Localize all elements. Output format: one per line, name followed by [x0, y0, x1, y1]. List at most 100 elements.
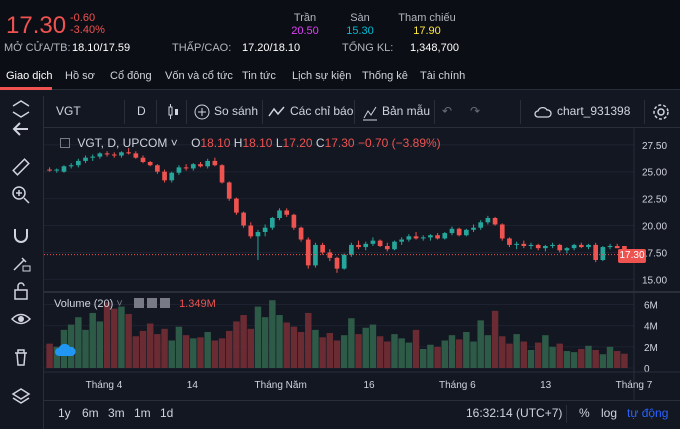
ceiling-value: 20.50 — [291, 25, 319, 37]
close-icon[interactable] — [160, 298, 170, 308]
range-6m[interactable]: 6m — [82, 406, 99, 420]
candle-body — [111, 154, 117, 156]
tab-profile[interactable]: Hồ sơ — [65, 70, 95, 82]
volume-bar — [67, 324, 75, 368]
tab-statistics[interactable]: Thống kê — [362, 70, 408, 82]
chart-name-button[interactable]: chart_931398 — [557, 104, 631, 118]
undo-icon[interactable]: ↶ — [442, 104, 453, 118]
interval-button[interactable]: D — [137, 104, 146, 118]
volume-bar — [448, 335, 456, 368]
settings-icon[interactable] — [146, 298, 157, 308]
settings-gear-icon[interactable] — [652, 103, 670, 121]
back-arrow-icon[interactable] — [10, 118, 32, 140]
percent-toggle[interactable]: % — [579, 406, 590, 420]
candle-body — [176, 167, 182, 173]
candle-body — [471, 227, 476, 230]
lock-drawings-icon[interactable] — [10, 252, 32, 274]
candle-body — [607, 246, 613, 248]
time-tick-label: Tháng 6 — [439, 380, 476, 391]
eye-toggle-icon[interactable] — [133, 298, 144, 308]
range-1d[interactable]: 1d — [160, 406, 174, 420]
candle-body — [492, 218, 498, 225]
candle-body — [255, 232, 261, 237]
log-toggle[interactable]: log — [601, 406, 618, 420]
volume-bar — [154, 334, 161, 368]
candle-body — [535, 244, 541, 249]
cloud-icon[interactable] — [534, 105, 552, 119]
price-chart[interactable]: 27.50 25.00 22.50 20.00 17.50 15.00 6M 4M 2M 0 Thá… — [44, 128, 680, 429]
volume-bar — [470, 341, 477, 368]
indicators-button[interactable]: Các chỉ báo — [290, 104, 354, 118]
range-1m[interactable]: 1m — [134, 406, 151, 420]
layers-icon[interactable] — [10, 386, 32, 408]
candle-body — [313, 244, 318, 266]
volume-bar — [319, 337, 326, 368]
tab-financial[interactable]: Tài chính — [420, 70, 466, 82]
tab-news[interactable]: Tin tức — [242, 70, 276, 82]
chart-toolbar: VGT D So sánh Các chỉ báo Bản mẫu ↶ ↷ ch… — [44, 96, 680, 128]
volume-bar — [419, 348, 427, 368]
volume-bar — [376, 336, 384, 368]
volume-bar — [46, 343, 53, 368]
auto-scale-toggle[interactable]: tự động — [627, 406, 669, 420]
volume-bar — [305, 312, 312, 368]
volume-bar — [118, 306, 125, 368]
volume-bar — [82, 329, 89, 368]
collapse-legend-icon[interactable] — [60, 138, 70, 148]
volume-bar — [218, 338, 226, 368]
quote-header: 17.30 -0.60 -3.40% MỞ CỬA/TB: 18.10/17.5… — [0, 0, 680, 62]
candle-body — [162, 171, 167, 181]
magnet-icon[interactable] — [10, 224, 32, 246]
volume-legend-value: 1.349M — [179, 298, 216, 310]
volume-bar — [96, 321, 104, 368]
time-tick-label: Tháng Năm — [255, 380, 307, 391]
compare-button[interactable]: So sánh — [214, 104, 259, 118]
volume-tick-label: 6M — [644, 300, 658, 311]
volume-bar — [53, 346, 61, 368]
volume-bar — [606, 346, 614, 368]
volume-bar — [261, 317, 269, 368]
volume-bar — [398, 338, 405, 368]
compare-plus-icon[interactable] — [194, 104, 210, 120]
volume-bar — [204, 332, 211, 368]
range-3m[interactable]: 3m — [108, 406, 125, 420]
indicators-icon[interactable] — [268, 104, 286, 120]
zoom-in-icon[interactable] — [10, 184, 32, 206]
volume-bar — [592, 350, 599, 368]
trash-icon[interactable] — [10, 346, 32, 368]
redo-icon[interactable]: ↷ — [470, 104, 481, 118]
legend-low: 17.20 — [282, 136, 313, 150]
template-icon[interactable] — [362, 103, 378, 121]
volume-bar — [89, 312, 96, 368]
candle-body — [428, 235, 433, 238]
volume-bar — [225, 330, 233, 368]
range-1y[interactable]: 1y — [58, 406, 71, 420]
volume-bar — [534, 342, 542, 368]
legend-close-label: C — [315, 136, 325, 150]
volume-bar — [542, 335, 549, 368]
candle-body — [349, 244, 354, 255]
ruler-icon[interactable] — [10, 156, 32, 178]
volume-bar — [369, 324, 377, 368]
volume-bar — [405, 342, 413, 368]
volume-bar — [132, 336, 140, 368]
tab-shareholders[interactable]: Cổ đông — [110, 70, 152, 82]
candle-body — [68, 165, 74, 167]
candlestick-type-icon[interactable] — [166, 103, 180, 121]
chart-background — [44, 128, 680, 429]
unlock-icon[interactable] — [10, 280, 32, 302]
tab-trading[interactable]: Giao dịch — [6, 70, 53, 82]
candle-body — [219, 165, 225, 183]
volume-bar — [412, 329, 420, 368]
volume-bar — [570, 352, 578, 368]
collapse-icon[interactable] — [10, 98, 32, 120]
template-button[interactable]: Bản mẫu — [382, 104, 431, 118]
tab-events[interactable]: Lịch sự kiện — [292, 70, 352, 82]
tab-capital[interactable]: Vốn và cổ tức — [165, 70, 233, 82]
floor-value: 15.30 — [346, 25, 374, 37]
symbol-search[interactable]: VGT — [56, 104, 81, 118]
toolbar-divider — [186, 100, 187, 124]
last-price: 17.30 — [6, 12, 67, 39]
candle-body — [277, 210, 282, 218]
eye-icon[interactable] — [10, 308, 32, 330]
